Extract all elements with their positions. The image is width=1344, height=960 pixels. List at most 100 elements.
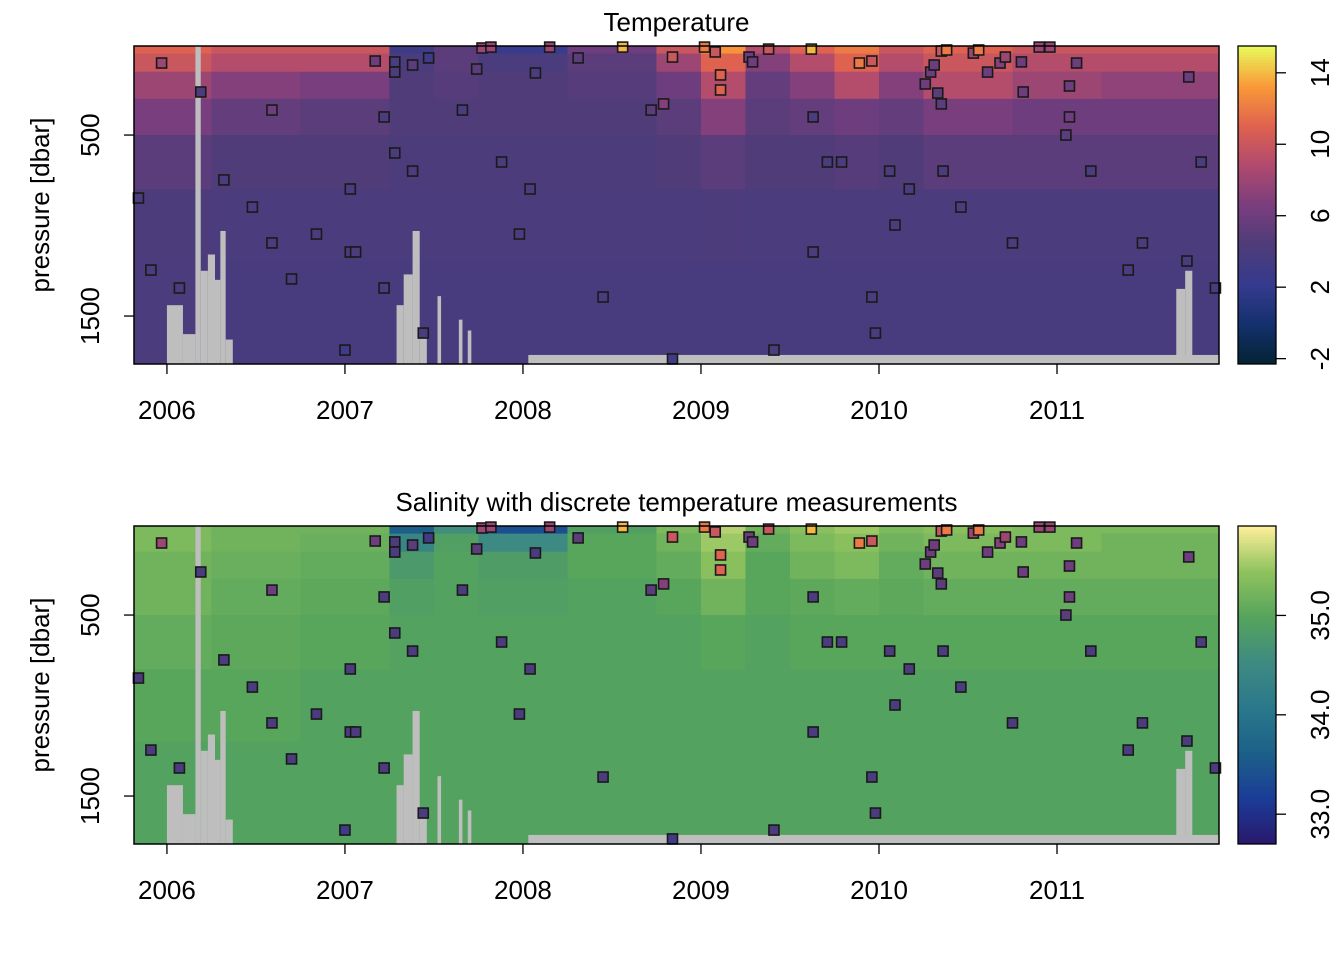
colorbar-strip <box>1238 637 1276 641</box>
heatmap-cell <box>656 741 702 844</box>
measurement-point <box>388 56 401 68</box>
heatmap-cell <box>567 741 658 844</box>
no-data-bar <box>195 526 201 844</box>
colorbar-strip <box>1238 560 1276 564</box>
heatmap-cell <box>1012 578 1103 616</box>
measurement-point <box>572 532 584 544</box>
colorbar-strip <box>1238 597 1276 601</box>
colorbar-strip <box>1238 798 1276 803</box>
colorbar-strip <box>1238 716 1276 720</box>
heatmap-cell <box>478 669 569 743</box>
heatmap-cell <box>700 98 747 136</box>
heatmap-cell <box>700 526 747 535</box>
measurement-point <box>1063 591 1076 603</box>
colorbar-strip <box>1238 571 1276 575</box>
measurement-point <box>919 78 932 90</box>
measurement-point <box>762 523 775 535</box>
measurement-point <box>597 771 609 783</box>
colorbar-strip <box>1238 99 1276 103</box>
colorbar-strip <box>1238 769 1276 773</box>
colorbar-strip <box>1238 822 1276 826</box>
colorbar-strip <box>1238 205 1276 209</box>
heatmap-cell <box>134 533 213 553</box>
heatmap-cell <box>567 53 658 73</box>
measurement-point <box>940 44 953 56</box>
measurement-point <box>266 717 278 729</box>
heatmap-cell <box>300 98 391 136</box>
heatmap-cell <box>1101 53 1219 73</box>
measurement-point <box>456 104 469 116</box>
no-data-bar <box>458 799 463 844</box>
colorbar-strip <box>1238 263 1276 267</box>
colorbar-strip <box>1238 258 1276 262</box>
measurement-point <box>339 344 351 356</box>
colorbar-strip <box>1238 170 1276 174</box>
heatmap-cell <box>656 46 702 55</box>
heatmap-cell <box>478 46 569 55</box>
colorbar-strip <box>1238 212 1276 217</box>
measurement-point <box>388 66 401 78</box>
colorbar-strip <box>1238 613 1276 617</box>
colorbar-strip <box>1238 700 1276 705</box>
heatmap-cell <box>834 189 880 263</box>
measurement-point <box>218 174 230 186</box>
colorbar-strip <box>1238 817 1276 821</box>
measurement-point <box>1182 71 1195 83</box>
heatmap-cell <box>567 98 658 136</box>
colorbar-strip <box>1238 149 1276 153</box>
x-tick-label: 2007 <box>316 395 374 425</box>
measurement-point <box>869 807 882 819</box>
heatmap-cell <box>300 533 391 553</box>
heatmap-cell <box>211 71 302 100</box>
heatmap-cell <box>389 98 435 136</box>
heatmap-cell <box>789 53 836 73</box>
heatmap-cell <box>211 53 302 73</box>
colorbar-strip <box>1238 600 1276 604</box>
heatmap-cell <box>834 46 880 55</box>
colorbar-strip <box>1238 316 1276 320</box>
heatmap-cell <box>389 46 435 55</box>
chart-title: Temperature <box>604 7 750 37</box>
measurement-point <box>1033 521 1046 533</box>
measurement-point <box>698 41 711 53</box>
measurement-point <box>378 591 390 603</box>
no-data-bar <box>1176 288 1186 364</box>
heatmap-cell <box>1101 98 1219 136</box>
colorbar-strip <box>1238 594 1276 599</box>
measurement-point <box>657 578 670 590</box>
measurement-point <box>485 521 497 533</box>
colorbar-strip <box>1238 650 1276 654</box>
colorbar-strip <box>1238 642 1276 646</box>
heatmap-cell <box>1101 71 1219 100</box>
colorbar-strip <box>1238 714 1276 718</box>
measurement-point <box>928 59 940 71</box>
heatmap-cell <box>478 533 569 553</box>
measurement-point <box>344 183 357 195</box>
measurement-point <box>1136 717 1149 729</box>
measurement-point <box>1033 41 1046 53</box>
heatmap-cell <box>834 578 880 616</box>
colorbar-tick-label: 33.0 <box>1305 789 1335 840</box>
heatmap-cell <box>1012 261 1103 364</box>
colorbar-strip <box>1238 104 1276 108</box>
colorbar-strip <box>1238 674 1276 678</box>
colorbar-strip <box>1238 671 1276 675</box>
colorbar-strip <box>1238 616 1276 620</box>
colorbar-strip <box>1238 295 1276 299</box>
colorbar-strip <box>1238 740 1276 744</box>
measurement-point <box>937 165 949 177</box>
colorbar-strip <box>1238 51 1276 55</box>
colorbar-strip <box>1238 80 1276 84</box>
heatmap-cell <box>1101 526 1219 535</box>
colorbar-strip <box>1238 748 1276 752</box>
colorbar-strip <box>1238 125 1276 129</box>
x-tick-label: 2008 <box>494 875 552 905</box>
measurement-point <box>543 41 556 53</box>
measurement-point <box>529 67 542 79</box>
measurement-point <box>1060 609 1072 621</box>
heatmap-cell <box>433 526 480 535</box>
heatmap-cell <box>478 135 569 190</box>
colorbar-strip <box>1238 61 1276 66</box>
colorbar-strip <box>1238 284 1276 288</box>
heatmap-cell <box>834 71 880 100</box>
